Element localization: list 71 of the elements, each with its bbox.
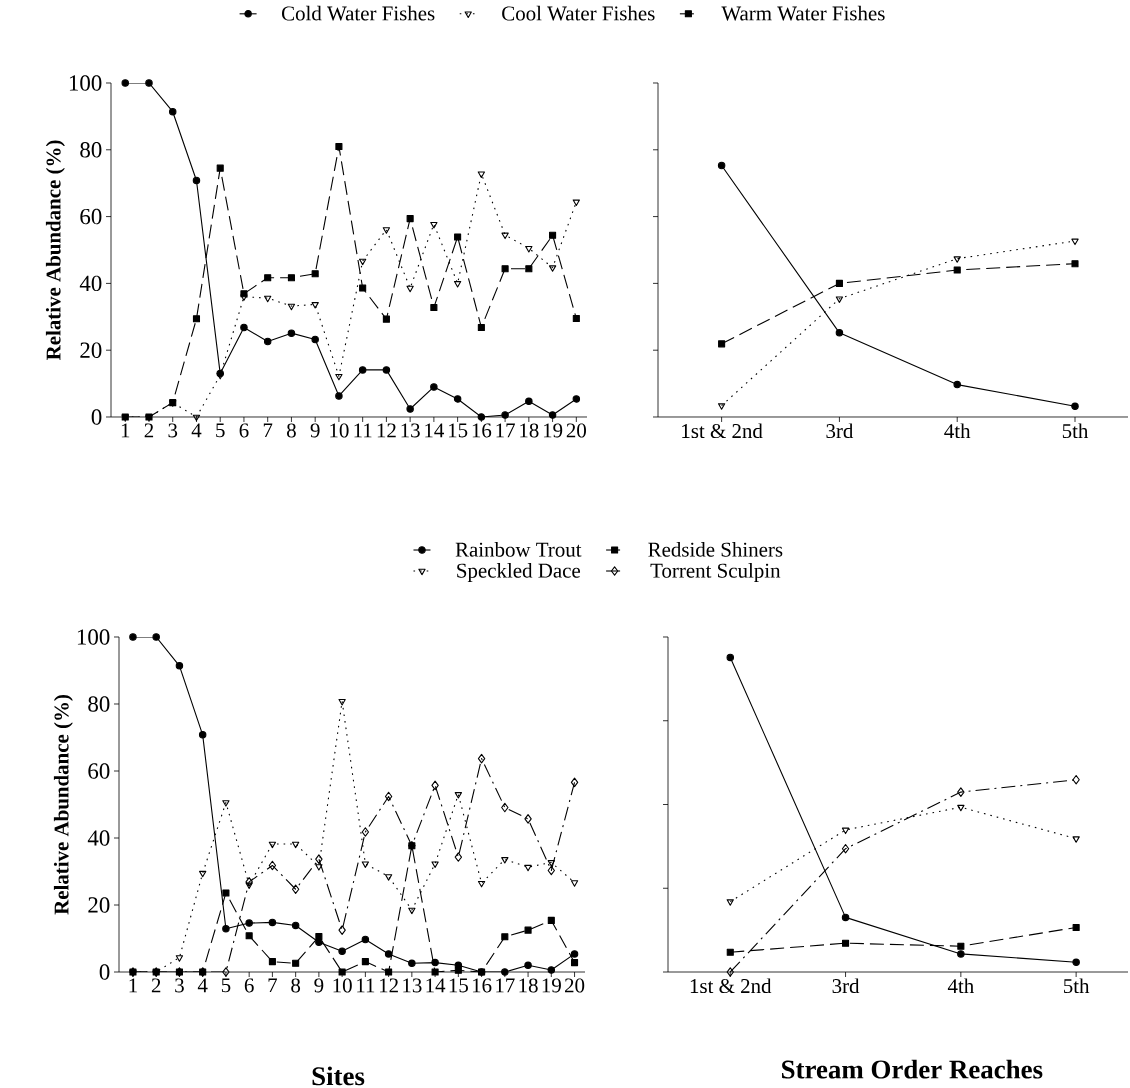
x-tick-label: 6 xyxy=(244,978,254,993)
x-tick-label: 6 xyxy=(239,423,249,438)
x-tick-label: 15 xyxy=(449,978,468,993)
x-tick-label: 13 xyxy=(401,423,420,438)
legend-label: Torrent Sculpin xyxy=(650,563,781,582)
y-tick-label: 40 xyxy=(79,275,102,292)
y-tick-label: 80 xyxy=(80,142,102,158)
x-tick-label: 14 xyxy=(425,423,445,438)
legend-label: Rainbow Trout xyxy=(455,542,582,557)
x-tick-label: 16 xyxy=(472,978,492,993)
x-tick-label: 9 xyxy=(314,978,324,993)
x-tick-label: 19 xyxy=(542,978,561,993)
x-tick-label: 10 xyxy=(333,978,352,993)
x-tick-label: 3rd xyxy=(832,978,860,994)
x-tick-label: 13 xyxy=(403,978,422,993)
x-tick-label: 8 xyxy=(291,978,301,993)
x-tick-label: 16 xyxy=(472,423,492,438)
x-tick-label: 3 xyxy=(175,978,184,993)
y-tick-label: 80 xyxy=(88,696,110,712)
x-tick-label: 4th xyxy=(944,423,971,439)
x-tick-label: 3 xyxy=(168,423,178,438)
x-tick-label: 18 xyxy=(519,978,538,993)
x-tick-label: 12 xyxy=(377,423,396,438)
y-tick-label: 60 xyxy=(80,208,102,225)
x-tick-label: 5th xyxy=(1062,423,1089,439)
x-tick-label: 2 xyxy=(144,423,154,438)
x-tick-label: 4th xyxy=(947,978,974,994)
x-tick-label: 5th xyxy=(1063,978,1090,994)
x-tick-label: 14 xyxy=(426,978,446,993)
y-tick-label: 60 xyxy=(88,763,110,779)
x-tick-label: 15 xyxy=(449,423,468,438)
y-tick-label: 20 xyxy=(80,342,102,358)
x-tick-label: 9 xyxy=(310,423,320,438)
x-tick-label: 1st & 2nd xyxy=(690,978,772,994)
x-tick-label: 8 xyxy=(287,423,296,438)
y-tick-label: 20 xyxy=(88,897,110,913)
x-tick-label: 4 xyxy=(197,978,208,993)
x-tick-label: 11 xyxy=(357,978,375,993)
x-tick-label: 7 xyxy=(268,978,278,993)
x-axis-title: Stream Order Reaches xyxy=(782,1059,1043,1079)
y-axis-title: Relative Abundance (%) xyxy=(45,140,65,361)
x-tick-label: 19 xyxy=(543,423,563,438)
legend-label: Warm Water Fishes xyxy=(721,5,885,21)
x-axis-title: Sites xyxy=(312,1066,365,1086)
x-tick-label: 7 xyxy=(263,423,273,438)
x-tick-label: 1st & 2nd xyxy=(682,423,763,439)
x-tick-label: 4 xyxy=(191,423,202,438)
x-tick-label: 20 xyxy=(565,978,585,993)
legend-label: Redside Shiners xyxy=(648,542,783,557)
legend-label: Speckled Dace xyxy=(457,563,581,582)
x-tick-label: 20 xyxy=(566,423,586,438)
y-tick-label: 0 xyxy=(99,964,110,980)
x-tick-label: 10 xyxy=(330,423,349,438)
y-tick-label: 0 xyxy=(91,409,102,425)
x-tick-label: 1 xyxy=(129,978,137,993)
legend-label: Cold Water Fishes xyxy=(281,5,435,21)
y-axis-title: Relative Abundance (%) xyxy=(53,695,73,915)
x-tick-label: 2 xyxy=(151,978,161,993)
y-tick-label: 40 xyxy=(87,830,110,846)
x-tick-label: 17 xyxy=(496,978,515,993)
x-tick-label: 12 xyxy=(379,978,398,993)
y-tick-label: 100 xyxy=(69,75,102,91)
x-tick-label: 5 xyxy=(216,423,225,438)
y-tick-label: 100 xyxy=(77,629,110,645)
x-tick-label: 5 xyxy=(221,978,231,993)
x-tick-label: 18 xyxy=(520,423,539,438)
x-tick-label: 11 xyxy=(354,423,372,438)
legend-label: Cool Water Fishes xyxy=(502,5,655,21)
x-tick-label: 17 xyxy=(496,423,515,438)
x-tick-label: 1 xyxy=(121,423,130,438)
x-tick-label: 3rd xyxy=(826,423,854,439)
